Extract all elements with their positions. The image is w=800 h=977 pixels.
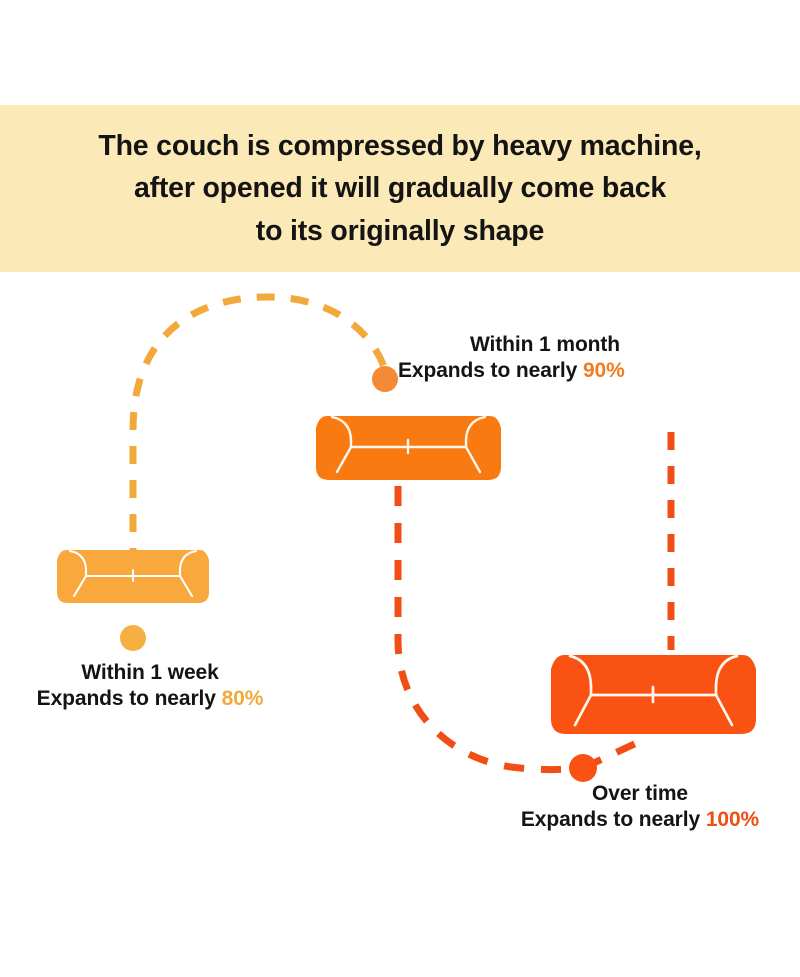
node-dot-icon-week <box>120 625 146 651</box>
connector-month-to-time <box>394 486 584 774</box>
stage-subtitle-prefix-over-time: Expands to nearly <box>520 807 706 831</box>
stage-title-week: Within 1 week <box>81 661 219 684</box>
stage-percent-month: 90% <box>582 358 625 382</box>
couch-icon-over-time <box>545 645 762 741</box>
stage-title-over-time: Over time <box>592 782 688 805</box>
stage-subtitle-month: Expands to nearly 90% <box>398 358 728 384</box>
stage-title-month: Within 1 month <box>469 333 621 356</box>
label-within-1-week: Within 1 week Expands to nearly 80% <box>0 660 300 711</box>
stage-subtitle-over-time: Expands to nearly 100% <box>480 807 800 833</box>
page-title: The couch is compressed by heavy machine… <box>98 130 702 247</box>
stage-subtitle-week: Expands to nearly 80% <box>0 686 300 712</box>
stage-subtitle-prefix-week: Expands to nearly <box>36 686 222 710</box>
label-over-time: Over time Expands to nearly 100% <box>480 781 800 832</box>
couch-icon-month <box>310 405 507 485</box>
stage-subtitle-prefix-month: Expands to nearly <box>398 358 583 382</box>
node-dot-icon-month <box>372 366 398 392</box>
connector-week-to-month <box>129 293 389 600</box>
stage-percent-over-time: 100% <box>705 807 760 831</box>
node-dot-icon-over-time <box>569 754 597 782</box>
label-within-1-month: Within 1 month Expands to nearly 90% <box>398 332 728 383</box>
stage-percent-week: 80% <box>221 686 264 710</box>
couch-icon-week <box>52 540 214 608</box>
banner: The couch is compressed by heavy machine… <box>0 105 800 272</box>
